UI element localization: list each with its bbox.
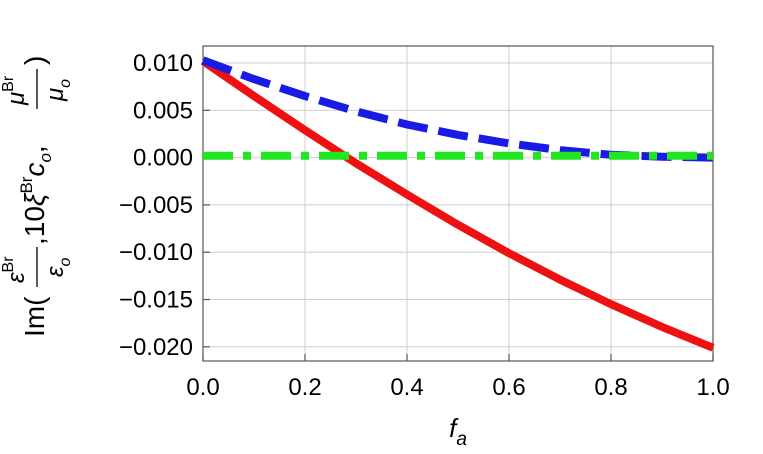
x-tick-label: 0.2 [288, 374, 321, 401]
y-label-term3-num-sup: Br [0, 75, 17, 92]
x-tick-label: 1.0 [696, 374, 729, 401]
y-tick-label: −0.010 [119, 239, 193, 266]
y-label-term1-den-sub: o [57, 257, 74, 266]
x-tick-label: 0.0 [186, 374, 219, 401]
y-label-comma: , [19, 145, 50, 153]
y-label-term1-num-main: ε [3, 272, 30, 283]
x-tick-label: 0.8 [594, 374, 627, 401]
y-tick-label: 0.010 [133, 50, 193, 77]
y-tick-label: −0.020 [119, 334, 193, 361]
y-tick-label: 0.005 [133, 97, 193, 124]
y-label-suffix: ) [19, 56, 50, 65]
y-label-term1-num-sup: Br [0, 256, 17, 273]
y-label-xi: ξ [19, 192, 50, 206]
axis-ticks: 0.0 0.2 0.4 0.6 0.8 1.0 0.010 0.005 0.000 −0.005 −… [119, 50, 730, 401]
y-label-term3-numerator: μBr [0, 75, 30, 106]
y-label-term3-den-main: μ [42, 88, 69, 102]
x-tick-label: 0.6 [492, 374, 525, 401]
y-label-term3-den-sub: o [57, 79, 74, 88]
y-label-term3-denominator: μo [42, 79, 74, 102]
y-tick-label: −0.015 [119, 287, 193, 314]
y-label-middle: ,10 [19, 206, 50, 245]
y-label-c-sub: o [36, 153, 55, 162]
x-tick-label: 0.4 [390, 374, 423, 401]
plot-frame [202, 45, 714, 362]
x-axis-label: fa [449, 413, 467, 449]
x-axis-label-subscript: a [456, 429, 467, 449]
y-label-term3-num-main: μ [3, 92, 30, 106]
y-label-xi-sup: Br [17, 176, 36, 193]
y-label-term2: ,10ξBrco, [17, 145, 55, 245]
y-label-prefix: Im( [19, 296, 50, 337]
y-label-c: c [19, 163, 50, 177]
y-label-term1-denominator: εo [42, 257, 74, 277]
y-tick-label: −0.005 [119, 192, 193, 219]
y-label-term1-den-main: ε [42, 266, 69, 277]
series-line-1 [200, 57, 715, 352]
y-axis-label: Im( εBr εo ,10ξBrco, μBr μo ) [0, 56, 74, 337]
y-tick-label: 0.000 [133, 145, 193, 172]
y-label-term1-numerator: εBr [0, 256, 30, 283]
series-lines [200, 56, 715, 352]
x-axis-label-main: f [449, 413, 459, 443]
